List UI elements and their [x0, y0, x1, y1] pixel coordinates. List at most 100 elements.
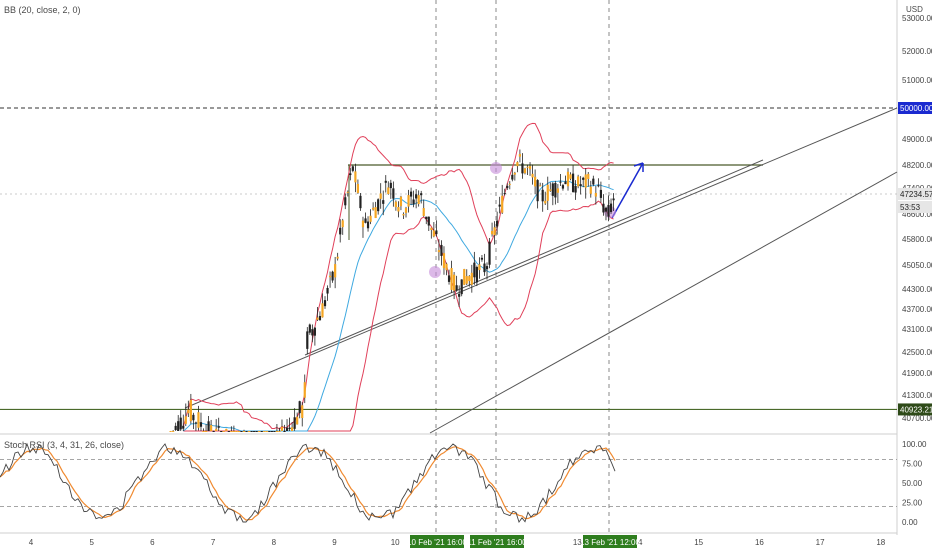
- candle-body: [187, 409, 190, 414]
- candle-body: [377, 199, 380, 212]
- stoch-tick-label: 50.00: [902, 479, 923, 488]
- candle-body: [534, 176, 537, 187]
- price-tick-label: 45800.00: [902, 235, 932, 244]
- candle-body: [177, 421, 180, 431]
- candle-body: [582, 177, 585, 180]
- price-badge-3: 53:53: [900, 203, 921, 212]
- candle-body: [587, 173, 590, 179]
- candle-body: [387, 187, 390, 195]
- candle-body: [468, 276, 471, 282]
- candle-body: [463, 269, 466, 285]
- candle-body: [574, 185, 577, 193]
- candle-body: [258, 431, 261, 432]
- candle-body: [546, 184, 549, 201]
- candle-body: [288, 427, 291, 430]
- candle-body: [528, 166, 532, 170]
- candle-body: [450, 268, 453, 290]
- candle-body: [536, 180, 539, 202]
- candle-body: [511, 174, 514, 180]
- candle-body: [609, 203, 613, 212]
- candle-body: [379, 193, 382, 199]
- candle-body: [268, 431, 271, 432]
- candle-body: [192, 414, 195, 421]
- candle-body: [523, 168, 527, 174]
- candle-body: [432, 230, 435, 237]
- candle-body: [296, 416, 299, 425]
- candle-body: [561, 185, 565, 189]
- candle-body: [412, 199, 415, 205]
- time-tick-label: 18: [876, 538, 885, 547]
- candle-body: [384, 180, 387, 183]
- bb-upper-band: [182, 122, 614, 430]
- candle-body: [250, 431, 253, 432]
- candle-body: [526, 166, 529, 168]
- candle-body: [483, 263, 486, 273]
- candle-body: [318, 315, 322, 321]
- time-tick-label: 17: [816, 538, 825, 547]
- candle-body: [232, 431, 235, 432]
- price-badge-bg: [898, 201, 932, 213]
- candle-body: [541, 189, 544, 202]
- candle-body: [460, 279, 463, 295]
- candle-body: [604, 207, 608, 212]
- candle-body: [569, 174, 572, 179]
- candle-body: [291, 427, 294, 431]
- candle-body: [240, 431, 243, 432]
- candle-body: [607, 204, 610, 217]
- date-badge-2[interactable]: 13 Feb '21 12:00: [580, 538, 640, 547]
- price-badge-0: 50000.00: [900, 104, 932, 113]
- date-badge-1[interactable]: 11 Feb '21 16:00: [467, 538, 527, 547]
- time-tick-label: 16: [755, 538, 764, 547]
- time-tick-label: 7: [211, 538, 216, 547]
- candle-body: [184, 416, 187, 424]
- candle-body: [549, 189, 552, 191]
- candle-body: [344, 197, 347, 206]
- candle-body: [222, 431, 225, 432]
- candle-body: [280, 426, 284, 431]
- date-badge-bg: [470, 535, 524, 548]
- candle-body: [273, 431, 276, 432]
- candle-body: [556, 188, 559, 193]
- candle-body: [415, 194, 418, 199]
- stoch-tick-label: 100.00: [902, 440, 927, 449]
- stoch-tick-label: 0.00: [902, 518, 918, 527]
- candle-body: [351, 166, 354, 171]
- candle-body: [275, 431, 279, 432]
- stoch-tick-label: 75.00: [902, 460, 923, 469]
- candle-body: [445, 263, 448, 271]
- time-tick-label: 9: [332, 538, 337, 547]
- candle-body: [179, 417, 182, 430]
- candle-body: [594, 192, 597, 197]
- candle-body: [435, 230, 438, 235]
- price-tick-label: 48200.00: [902, 161, 932, 170]
- date-badge-bg: [583, 535, 637, 548]
- candle-body: [589, 186, 592, 194]
- stoch-rsi-indicator-label[interactable]: Stoch RSI (3, 4, 31, 26, close): [4, 440, 125, 450]
- date-badge-0[interactable]: 10 Feb '21 16:00: [407, 538, 467, 547]
- candle-body: [263, 431, 266, 432]
- price-badge-1: 40923.21: [900, 405, 932, 414]
- candle-body: [427, 216, 430, 226]
- candle-body: [278, 431, 281, 432]
- price-tick-label: 42500.00: [902, 348, 932, 357]
- candle-body: [356, 183, 360, 193]
- candle-body: [430, 227, 433, 231]
- candle-body: [458, 293, 461, 297]
- candle-body: [518, 154, 522, 157]
- candle-body: [207, 421, 210, 431]
- bb-indicator-label[interactable]: BB (20, close, 2, 0): [4, 5, 81, 15]
- candle-body: [339, 227, 342, 235]
- candle-body: [447, 275, 451, 282]
- currency-label: USD: [906, 5, 923, 14]
- candle-body: [354, 171, 357, 183]
- candle-body: [490, 230, 494, 235]
- candle-body: [301, 405, 304, 419]
- candle-body: [470, 272, 473, 285]
- candle-body: [225, 428, 228, 431]
- candle-body: [212, 431, 215, 432]
- candle-body: [404, 208, 408, 213]
- price-tick-label: 41300.00: [902, 391, 932, 400]
- candle-body: [584, 174, 587, 188]
